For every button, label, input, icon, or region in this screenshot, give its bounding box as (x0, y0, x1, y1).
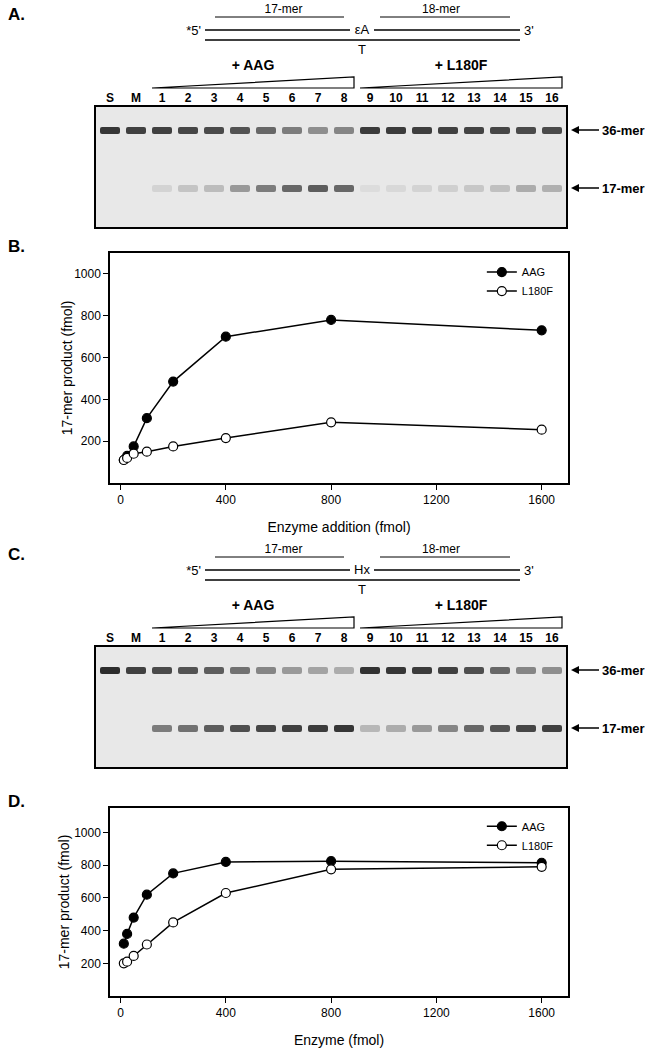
svg-text:36-mer: 36-mer (602, 123, 645, 138)
svg-text:Enzyme addition (fmol): Enzyme addition (fmol) (267, 519, 410, 535)
svg-text:9: 9 (367, 91, 374, 105)
svg-text:1600: 1600 (528, 493, 555, 507)
svg-text:13: 13 (467, 631, 481, 645)
svg-text:+ L180F: + L180F (435, 597, 488, 613)
svg-text:C.: C. (8, 545, 25, 564)
svg-text:36-mer: 36-mer (602, 663, 645, 678)
svg-text:+ L180F: + L180F (435, 57, 488, 73)
svg-text:17-mer: 17-mer (264, 2, 302, 16)
svg-text:600: 600 (81, 351, 101, 365)
svg-text:1600: 1600 (528, 1006, 555, 1020)
svg-text:1200: 1200 (423, 493, 450, 507)
svg-text:6: 6 (289, 631, 296, 645)
svg-text:M: M (131, 631, 141, 645)
svg-text:7: 7 (315, 631, 322, 645)
svg-text:AAG: AAG (522, 266, 545, 278)
svg-text:14: 14 (493, 91, 507, 105)
svg-text:2: 2 (185, 631, 192, 645)
svg-text:AAG: AAG (522, 821, 545, 833)
svg-text:0: 0 (117, 493, 124, 507)
svg-text:16: 16 (545, 631, 559, 645)
svg-text:200: 200 (81, 957, 101, 971)
svg-text:18-mer: 18-mer (422, 2, 460, 16)
svg-text:12: 12 (441, 91, 455, 105)
svg-text:800: 800 (81, 309, 101, 323)
svg-text:+ AAG: + AAG (232, 597, 275, 613)
svg-text:1: 1 (159, 91, 166, 105)
svg-text:L180F: L180F (522, 840, 553, 852)
svg-text:1000: 1000 (74, 267, 101, 281)
svg-text:14: 14 (493, 631, 507, 645)
svg-text:8: 8 (341, 91, 348, 105)
html-text:B.: B. (8, 237, 25, 256)
svg-text:Hx: Hx (354, 562, 370, 577)
svg-text:2: 2 (185, 91, 192, 105)
svg-text:*5': *5' (186, 563, 201, 578)
svg-text:400: 400 (216, 493, 236, 507)
svg-text:A.: A. (8, 5, 25, 24)
svg-text:εA: εA (355, 22, 370, 37)
svg-text:3': 3' (524, 563, 534, 578)
svg-text:17-mer: 17-mer (264, 542, 302, 556)
svg-text:3: 3 (211, 631, 218, 645)
svg-text:400: 400 (81, 924, 101, 938)
svg-text:200: 200 (81, 434, 101, 448)
html-text:D.: D. (8, 792, 25, 811)
svg-text:M: M (131, 91, 141, 105)
svg-text:1: 1 (159, 631, 166, 645)
svg-text:Enzyme (fmol): Enzyme (fmol) (294, 1032, 384, 1048)
svg-text:15: 15 (519, 631, 533, 645)
svg-text:8: 8 (341, 631, 348, 645)
svg-text:*5': *5' (186, 23, 201, 38)
svg-text:17-mer: 17-mer (602, 181, 645, 196)
svg-text:5: 5 (263, 631, 270, 645)
svg-text:10: 10 (389, 631, 403, 645)
svg-text:12: 12 (441, 631, 455, 645)
svg-text:17-mer product (fmol): 17-mer product (fmol) (56, 835, 72, 970)
svg-text:1000: 1000 (74, 826, 101, 840)
svg-text:15: 15 (519, 91, 533, 105)
svg-text:S: S (106, 91, 114, 105)
svg-text:5: 5 (263, 91, 270, 105)
svg-text:18-mer: 18-mer (422, 542, 460, 556)
svg-text:600: 600 (81, 891, 101, 905)
svg-text:4: 4 (237, 91, 244, 105)
svg-text:16: 16 (545, 91, 559, 105)
svg-text:800: 800 (81, 858, 101, 872)
svg-text:9: 9 (367, 631, 374, 645)
svg-text:L180F: L180F (522, 285, 553, 297)
svg-text:4: 4 (237, 631, 244, 645)
svg-text:6: 6 (289, 91, 296, 105)
svg-text:10: 10 (389, 91, 403, 105)
svg-text:0: 0 (117, 1006, 124, 1020)
svg-text:11: 11 (416, 631, 429, 645)
svg-text:800: 800 (321, 1006, 341, 1020)
svg-text:13: 13 (467, 91, 481, 105)
svg-text:1200: 1200 (423, 1006, 450, 1020)
svg-text:S: S (106, 631, 114, 645)
svg-text:17-mer product (fmol): 17-mer product (fmol) (59, 301, 75, 436)
svg-text:400: 400 (81, 393, 101, 407)
svg-text:800: 800 (321, 493, 341, 507)
svg-text:T: T (358, 42, 366, 57)
svg-text:T: T (358, 582, 366, 597)
svg-text:7: 7 (315, 91, 322, 105)
svg-text:11: 11 (416, 91, 429, 105)
svg-text:400: 400 (216, 1006, 236, 1020)
svg-text:3: 3 (211, 91, 218, 105)
svg-text:17-mer: 17-mer (602, 721, 645, 736)
svg-text:3': 3' (524, 23, 534, 38)
svg-text:+ AAG: + AAG (232, 57, 275, 73)
